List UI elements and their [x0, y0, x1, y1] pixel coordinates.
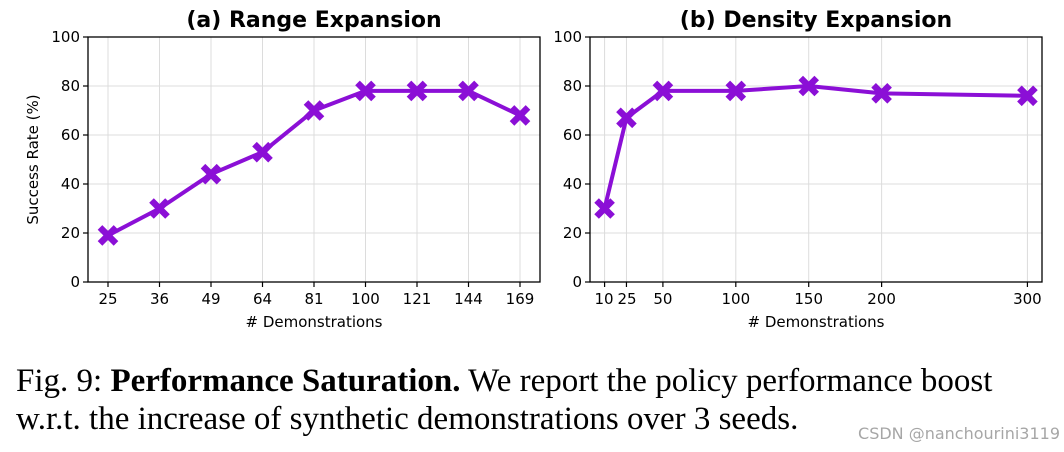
x-tick-label: 25	[98, 290, 117, 308]
data-point-marker	[871, 83, 892, 104]
y-tick-label: 60	[563, 126, 582, 144]
data-point-marker	[798, 75, 820, 97]
x-tick-label: 49	[201, 290, 220, 308]
y-tick-label: 40	[563, 175, 582, 193]
x-marker	[798, 75, 820, 97]
x-tick-label: 200	[867, 290, 896, 308]
data-point-marker	[355, 80, 376, 102]
series-line	[602, 84, 1028, 209]
y-tick-label: 80	[563, 77, 582, 95]
data-point-marker	[458, 80, 479, 102]
y-tick-label: 100	[51, 28, 80, 46]
x-tick-label: 169	[506, 290, 535, 308]
chart-title: (a) Range Expansion	[186, 8, 441, 33]
x-marker	[97, 225, 119, 246]
x-tick-label: 10	[594, 290, 613, 308]
y-tick-label: 20	[61, 224, 80, 242]
data-point-marker	[97, 225, 119, 246]
x-marker	[594, 198, 615, 219]
x-tick-label: 100	[721, 290, 750, 308]
x-tick-label: 36	[150, 290, 169, 308]
x-marker	[458, 80, 479, 102]
data-point-marker	[652, 80, 674, 102]
figure-caption: Fig. 9: Performance Saturation. We repor…	[16, 362, 1056, 438]
data-point-marker	[616, 107, 637, 129]
y-tick-label: 40	[61, 175, 80, 193]
x-axis-label: # Demonstrations	[747, 313, 884, 331]
panel-b-density-expansion: 0 20 40 60 80 100 10 25 50 100 150 200 300 (b) Densit…	[553, 8, 1043, 331]
chart-title: (b) Density Expansion	[680, 8, 952, 33]
x-marker	[652, 80, 674, 102]
x-axis-label: # Demonstrations	[245, 313, 382, 331]
y-tick-label: 80	[61, 77, 80, 95]
data-point-marker	[725, 80, 747, 102]
x-marker	[149, 198, 170, 219]
x-marker	[1017, 85, 1038, 107]
x-tick-label: 100	[351, 290, 380, 308]
panel-a-range-expansion: 0 20 40 60 80 100 25 36 49 64 81 100 121 144 169 (a) Ra…	[24, 8, 541, 331]
x-tick-label: 300	[1013, 290, 1042, 308]
data-point-marker	[1017, 85, 1038, 107]
x-tick-label: 150	[794, 290, 823, 308]
caption-title: Performance Saturation.	[110, 363, 461, 399]
data-point-marker	[200, 163, 222, 185]
y-tick-label: 0	[70, 273, 80, 291]
data-point-marker	[594, 198, 615, 219]
x-marker	[252, 141, 273, 163]
x-tick-label: 144	[454, 290, 483, 308]
y-tick-label: 100	[553, 28, 582, 46]
y-tick-label: 20	[563, 224, 582, 242]
x-marker	[725, 80, 747, 102]
y-axis-label: Success Rate (%)	[24, 94, 42, 224]
x-marker	[200, 163, 222, 185]
x-marker	[303, 100, 325, 121]
x-tick-label: 64	[253, 290, 272, 308]
x-marker	[509, 105, 531, 126]
watermark: CSDN @nanchourini3119	[858, 424, 1060, 443]
caption-text: We report the policy performance boost w…	[16, 363, 993, 437]
data-point-marker	[303, 100, 325, 121]
data-point-marker	[509, 105, 531, 126]
caption-label: Fig. 9:	[16, 363, 111, 399]
x-marker	[871, 83, 892, 104]
x-tick-label: 25	[617, 290, 636, 308]
data-point-marker	[149, 198, 170, 219]
x-marker	[616, 107, 637, 129]
y-tick-label: 0	[572, 273, 582, 291]
x-tick-label: 121	[403, 290, 432, 308]
x-marker	[355, 80, 376, 102]
x-tick-label: 81	[304, 290, 323, 308]
y-tick-label: 60	[61, 126, 80, 144]
data-point-marker	[252, 141, 273, 163]
data-point-marker	[406, 80, 428, 102]
x-marker	[406, 80, 428, 102]
plot-frame	[589, 36, 1043, 283]
x-tick-label: 50	[653, 290, 672, 308]
